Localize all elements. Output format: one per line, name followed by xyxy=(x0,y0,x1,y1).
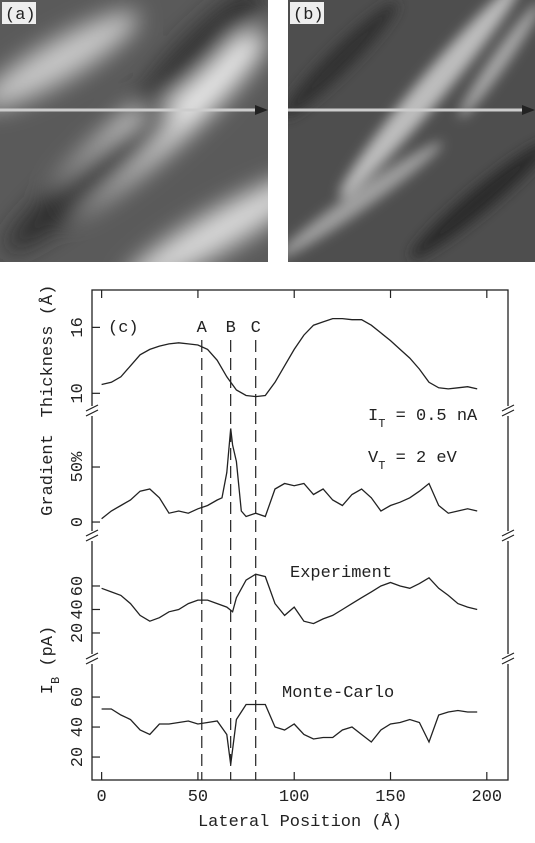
y-axis-label: IB (pA) xyxy=(39,626,63,694)
x-tick-label: 150 xyxy=(375,788,406,807)
y-tick-label: 40 xyxy=(69,717,88,737)
label-box xyxy=(290,2,324,24)
axis-breaks xyxy=(85,404,515,665)
series-label: Monte-Carlo xyxy=(282,684,394,703)
label-box xyxy=(2,2,36,24)
annotation-main: I xyxy=(368,407,378,426)
series-label: Experiment xyxy=(290,564,392,583)
annotation: IT = 0.5 nA xyxy=(368,407,478,431)
image-label: (b) xyxy=(293,6,324,25)
y-axis-label: Gradient xyxy=(39,434,58,516)
y-tick-label: 16 xyxy=(69,317,88,337)
image-a xyxy=(0,0,268,262)
annotation-sub: T xyxy=(378,459,385,473)
annotation-sub: T xyxy=(378,417,385,431)
data-line xyxy=(101,317,478,398)
y-axis-label-sub: B xyxy=(49,677,63,684)
y-tick-label: 10 xyxy=(69,383,88,403)
data-line xyxy=(101,703,478,765)
y-axis-label-main: I xyxy=(39,684,58,694)
x-tick-label: 50 xyxy=(188,788,208,807)
y-tick-label: 20 xyxy=(69,623,88,643)
marker-label: B xyxy=(226,319,236,338)
x-tick-label: 0 xyxy=(97,788,107,807)
annotation-rest: = 0.5 nA xyxy=(385,407,478,426)
y-tick-label: 60 xyxy=(69,576,88,596)
y-axis-label-rest: (pA) xyxy=(39,626,58,677)
y-tick-label: 60 xyxy=(69,687,88,707)
image-b xyxy=(288,0,535,262)
data-line xyxy=(101,573,478,625)
marker-label: A xyxy=(197,319,208,338)
y-tick-label: 40 xyxy=(69,599,88,619)
annotation-rest: = 2 eV xyxy=(385,449,457,468)
image-label: (a) xyxy=(5,6,36,25)
y-axis-label: Thickness (Å) xyxy=(39,285,58,418)
annotation: (c) xyxy=(108,319,139,338)
plot-frame xyxy=(91,289,509,781)
y-tick-label: 0 xyxy=(69,517,88,527)
marker-label: C xyxy=(251,319,261,338)
data-line xyxy=(101,428,478,520)
annotation-main: V xyxy=(368,449,379,468)
x-tick-label: 200 xyxy=(472,788,503,807)
y-tick-label: 20 xyxy=(69,747,88,767)
x-axis-label: Lateral Position (Å) xyxy=(198,813,402,832)
x-tick-label: 100 xyxy=(279,788,310,807)
annotation-main: (c) xyxy=(108,319,139,338)
annotation: VT = 2 eV xyxy=(368,449,458,473)
y-tick-label: 50% xyxy=(69,451,88,482)
